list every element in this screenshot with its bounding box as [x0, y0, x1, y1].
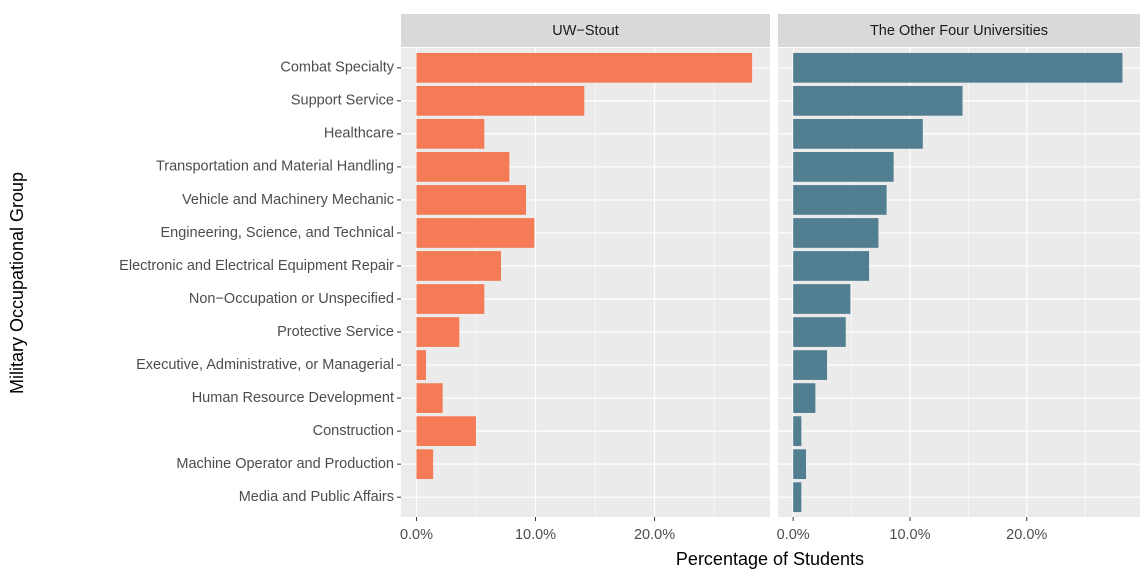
- y-tick-label: Engineering, Science, and Technical: [160, 225, 394, 241]
- panel-background: [401, 48, 770, 517]
- bar: [416, 416, 476, 446]
- bar: [416, 52, 753, 83]
- y-tick-label: Construction: [313, 423, 394, 439]
- facet-strip: [778, 14, 1140, 47]
- bar: [793, 416, 802, 446]
- bar: [416, 350, 426, 380]
- y-tick-label: Electronic and Electrical Equipment Repa…: [119, 258, 394, 274]
- x-tick-label: 20.0%: [634, 527, 675, 543]
- bar: [793, 185, 887, 215]
- bar: [416, 449, 434, 480]
- bar: [416, 317, 460, 347]
- y-axis-title: Military Occupational Group: [7, 172, 27, 394]
- bar: [793, 449, 807, 480]
- bar: [793, 482, 802, 513]
- y-tick-label: Protective Service: [277, 324, 394, 340]
- x-axis-title: Percentage of Students: [676, 549, 864, 569]
- facet-label: UW−Stout: [552, 23, 618, 39]
- bar: [416, 383, 443, 413]
- y-tick-label: Human Resource Development: [192, 390, 394, 406]
- x-tick-label: 0.0%: [400, 527, 433, 543]
- bar: [416, 85, 585, 116]
- bar: [416, 251, 501, 281]
- bar: [793, 350, 828, 380]
- bar: [416, 218, 535, 248]
- bar: [793, 85, 963, 116]
- bar: [416, 185, 526, 215]
- bar: [793, 52, 1123, 83]
- bar: [793, 119, 923, 149]
- bar: [416, 152, 510, 182]
- facet-label: The Other Four Universities: [870, 23, 1048, 39]
- x-tick-label: 10.0%: [889, 527, 930, 543]
- y-tick-label: Machine Operator and Production: [176, 456, 394, 472]
- bar: [793, 317, 846, 347]
- y-tick-label: Combat Specialty: [280, 60, 394, 76]
- x-tick-label: 10.0%: [515, 527, 556, 543]
- bar: [793, 383, 816, 413]
- bar: [793, 251, 870, 281]
- bar: [793, 284, 851, 314]
- y-tick-label: Healthcare: [324, 126, 394, 142]
- y-tick-label: Executive, Administrative, or Managerial: [136, 357, 394, 373]
- y-tick-label: Non−Occupation or Unspecified: [189, 291, 394, 307]
- facet-strip: [401, 14, 770, 47]
- y-tick-label: Vehicle and Machinery Mechanic: [182, 192, 394, 208]
- x-tick-label: 20.0%: [1006, 527, 1047, 543]
- bar: [793, 218, 879, 248]
- panel-background: [778, 48, 1140, 517]
- x-tick-label: 0.0%: [777, 527, 810, 543]
- bar: [793, 152, 894, 182]
- bar: [416, 119, 485, 149]
- y-tick-label: Support Service: [291, 93, 394, 109]
- y-tick-label: Media and Public Affairs: [239, 489, 394, 505]
- bar: [416, 284, 485, 314]
- y-tick-label: Transportation and Material Handling: [156, 159, 394, 175]
